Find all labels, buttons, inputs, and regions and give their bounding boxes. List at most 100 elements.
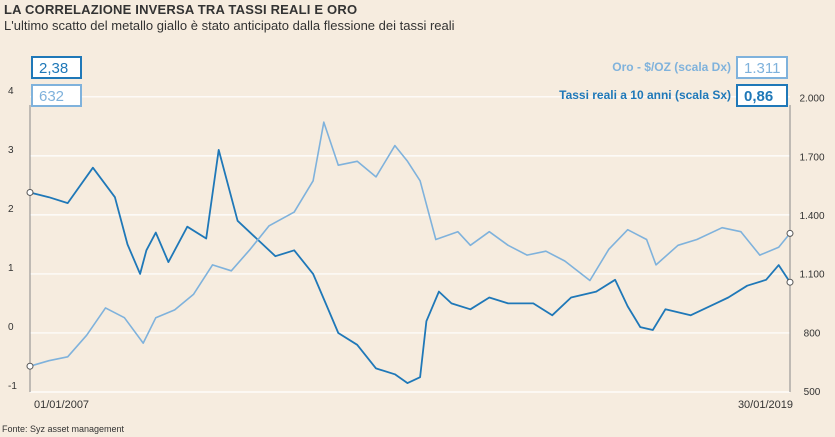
- rates-data-point: [375, 367, 377, 369]
- gold-data-point: [211, 264, 214, 266]
- chart-title: LA CORRELAZIONE INVERSA TRA TASSI REALI …: [4, 2, 358, 17]
- left-axis-tick-label: -1: [8, 381, 17, 392]
- rates-data-point: [551, 314, 553, 316]
- rates-data-point: [48, 196, 50, 198]
- left-axis-tick-label: 2: [8, 204, 14, 215]
- rates-data-point: [394, 373, 396, 375]
- gold-data-point: [67, 356, 69, 358]
- rates-data-point: [595, 291, 597, 293]
- rates-data-point: [664, 308, 667, 310]
- gold-data-point: [230, 270, 232, 272]
- rates-data-point: [639, 326, 641, 328]
- x-axis-start-label: 01/01/2007: [34, 399, 89, 411]
- rates-start-value-box: 2,38: [31, 56, 82, 79]
- gold-data-point: [86, 334, 88, 336]
- gold-data-point: [589, 279, 591, 282]
- gold-data-point: [507, 244, 509, 246]
- x-axis-end-label: 30/01/2019: [738, 399, 793, 411]
- gold-data-point: [655, 264, 657, 266]
- left-axis-tick-label: 1: [8, 263, 14, 274]
- rates-data-point: [205, 237, 207, 240]
- gold-data-point: [192, 293, 195, 295]
- rates-data-point: [126, 243, 129, 246]
- gold-data-point: [406, 160, 409, 162]
- rates-endpoint-marker: [26, 188, 34, 196]
- rates-data-point: [652, 329, 654, 331]
- gold-data-point: [142, 342, 144, 344]
- gold-data-point: [268, 225, 270, 227]
- rates-data-point: [167, 261, 170, 263]
- rates-data-point: [627, 305, 629, 307]
- gold-data-point: [48, 360, 50, 362]
- gold-data-point: [677, 244, 679, 246]
- legend-rates: Tassi reali a 10 anni (scala Sx): [559, 88, 731, 102]
- gold-data-point: [104, 307, 107, 309]
- rates-data-point: [312, 273, 314, 275]
- rates-data-point: [450, 302, 453, 305]
- gold-data-point: [608, 248, 610, 250]
- rates-endpoint-marker: [786, 278, 794, 286]
- rates-data-point: [337, 332, 339, 334]
- left-axis-tick-label: 0: [8, 322, 14, 333]
- gold-series-line: [29, 121, 791, 367]
- gold-data-point: [155, 317, 157, 319]
- gold-data-point: [721, 227, 723, 229]
- gold-data-point: [312, 180, 314, 182]
- rates-end-value-box: 0,86: [736, 84, 788, 107]
- gold-data-point: [337, 164, 339, 166]
- rates-data-point: [114, 196, 116, 198]
- rates-data-point: [237, 220, 239, 222]
- right-axis-tick-label: 1.400: [799, 211, 824, 222]
- gold-end-value-box: 1.311: [736, 56, 788, 79]
- gold-data-point: [740, 231, 742, 233]
- gold-data-point: [375, 176, 377, 178]
- rates-data-point: [274, 255, 276, 257]
- rates-data-point: [689, 314, 692, 316]
- gold-data-point: [545, 250, 547, 252]
- rates-series-line: [29, 148, 791, 385]
- right-axis-tick-label: 2.000: [799, 94, 824, 105]
- right-axis-tick-label: 1.700: [799, 152, 824, 163]
- gold-data-point: [759, 254, 761, 256]
- gold-data-point: [356, 160, 358, 162]
- rates-data-point: [406, 382, 409, 384]
- rates-data-point: [186, 226, 188, 228]
- gold-data-point: [696, 238, 698, 241]
- rates-data-point: [715, 302, 717, 305]
- rates-data-point: [425, 320, 427, 322]
- gold-data-point: [123, 317, 125, 319]
- right-axis-tick-label: 500: [804, 387, 821, 398]
- gold-data-point: [564, 260, 566, 262]
- rates-data-point: [145, 249, 147, 251]
- rates-data-point: [356, 344, 358, 346]
- gold-data-point: [249, 248, 251, 250]
- rates-data-point: [218, 149, 220, 151]
- gold-data-point: [293, 211, 295, 213]
- rates-data-point: [727, 296, 729, 299]
- rates-data-point: [155, 231, 157, 234]
- gold-start-value-box: 632: [31, 84, 82, 107]
- gold-data-point: [526, 254, 528, 256]
- gold-data-point: [457, 231, 459, 233]
- right-axis-tick-label: 800: [804, 328, 821, 339]
- gold-data-point: [627, 229, 629, 231]
- gold-data-point: [435, 238, 437, 241]
- rates-data-point: [139, 273, 141, 275]
- gold-data-point: [488, 231, 490, 233]
- rates-data-point: [325, 302, 327, 305]
- gold-endpoint-marker: [26, 362, 34, 370]
- gold-data-point: [778, 246, 780, 248]
- rates-data-point: [255, 237, 258, 240]
- rates-data-point: [469, 308, 471, 310]
- rates-data-point: [67, 202, 69, 204]
- gold-data-point: [645, 238, 648, 241]
- right-axis-tick-label: 1.100: [799, 270, 824, 281]
- rates-data-point: [419, 376, 421, 378]
- chart-subtitle: L'ultimo scatto del metallo giallo è sta…: [4, 18, 455, 33]
- gold-data-point: [419, 180, 421, 182]
- rates-data-point: [532, 302, 534, 305]
- rates-data-point: [438, 291, 440, 293]
- gold-data-point: [174, 309, 176, 311]
- source-note: Fonte: Syz asset management: [2, 424, 125, 434]
